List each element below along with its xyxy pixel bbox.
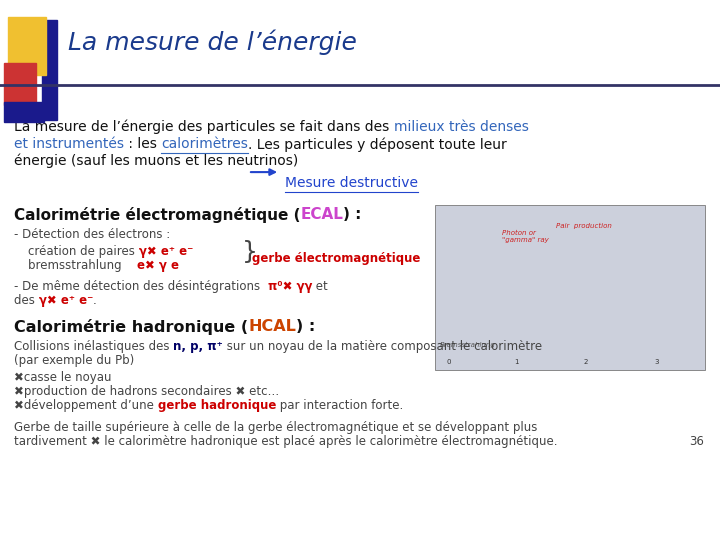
Text: Photon or
"gamma" ray: Photon or "gamma" ray [503,230,549,243]
Text: 1: 1 [514,359,518,365]
Text: Bremsstrahlung: Bremsstrahlung [440,342,496,348]
Text: Mesure destructive: Mesure destructive [285,176,418,190]
Text: 0: 0 [446,359,451,365]
Bar [435,205,705,370]
Text: et: et [312,280,328,293]
Text: HCAL: HCAL [248,319,296,334]
Text: - Détection des électrons :: - Détection des électrons : [14,228,170,241]
Text: Collisions inélastiques des: Collisions inélastiques des [14,340,174,353]
Text: π⁰✖ γγ: π⁰✖ γγ [268,280,312,293]
Text: ) :: ) : [343,207,361,222]
Text: La mesure de l’énergie des particules se fait dans des: La mesure de l’énergie des particules se… [14,120,394,134]
Text: - De même détection des désintégrations: - De même détection des désintégrations [14,280,268,293]
Text: gerbe hadronique: gerbe hadronique [158,399,276,411]
Text: ECAL: ECAL [300,207,343,222]
Bar [8,17,46,75]
Bar [4,102,44,122]
Text: gerbe électromagnétique: gerbe électromagnétique [252,252,420,265]
Text: 3: 3 [654,359,659,365]
Text: sur un noyau de la matière composant le calorimètre: sur un noyau de la matière composant le … [223,340,542,353]
Text: Pair  production: Pair production [556,223,611,229]
Text: par interaction forte.: par interaction forte. [276,399,403,411]
Text: tardivement ✖ le calorimètre hadronique est placé après le calorimètre électroma: tardivement ✖ le calorimètre hadronique … [14,435,557,448]
Text: ) :: ) : [296,319,315,334]
Text: e✖ γ e: e✖ γ e [137,259,179,272]
Text: Calorimétrie électromagnétique (: Calorimétrie électromagnétique ( [14,207,300,222]
Bar [42,20,57,120]
Text: milieux très denses: milieux très denses [394,120,528,134]
Text: Calorimétrie hadronique (: Calorimétrie hadronique ( [14,319,248,335]
Text: .: . [93,294,96,307]
Text: ✖développement d’une: ✖développement d’une [14,399,158,411]
Text: n, p, π⁺: n, p, π⁺ [174,340,223,353]
Text: 36: 36 [689,435,704,448]
Text: calorimètres: calorimètres [161,137,248,151]
Text: (par exemple du Pb): (par exemple du Pb) [14,354,134,367]
Text: . Les particules y déposent toute leur: . Les particules y déposent toute leur [248,137,507,152]
Text: γ✖ e⁺ e⁻: γ✖ e⁺ e⁻ [139,245,193,258]
Text: γ✖ e⁺ e⁻: γ✖ e⁺ e⁻ [39,294,93,307]
Text: ✖casse le noyau: ✖casse le noyau [14,370,112,383]
Text: : les: : les [124,137,161,151]
Text: }: } [242,240,258,264]
Text: ✖production de hadrons secondaires ✖ etc…: ✖production de hadrons secondaires ✖ etc… [14,384,279,397]
Text: des: des [14,294,39,307]
Text: énergie (sauf les muons et les neutrinos): énergie (sauf les muons et les neutrinos… [14,154,298,168]
Text: La mesure de l’énergie: La mesure de l’énergie [68,29,357,55]
Bar [4,63,36,105]
Text: bremsstrahlung: bremsstrahlung [28,259,137,272]
Text: 2: 2 [584,359,588,365]
Text: et instrumentés: et instrumentés [14,137,124,151]
Text: Gerbe de taille supérieure à celle de la gerbe électromagnétique et se développa: Gerbe de taille supérieure à celle de la… [14,421,537,434]
Text: création de paires: création de paires [28,245,139,258]
